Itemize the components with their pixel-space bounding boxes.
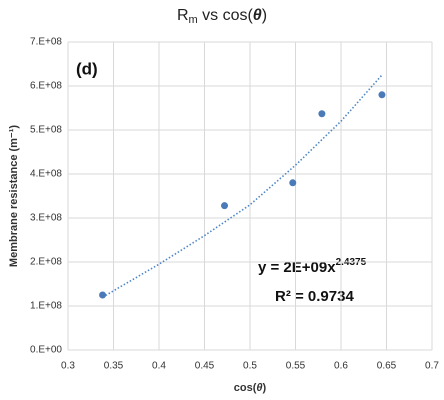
equation-part: y = 2E+09x [258,259,336,276]
data-point [221,202,229,210]
title-part: ) [262,7,267,24]
x-tick-label: 0.6 [334,361,348,372]
x-tick-label: 0.65 [377,361,397,372]
y-tick-label: 0.E+00 [30,345,62,356]
y-tick-label: 3.E+08 [30,213,62,224]
y-tick-label: 4.E+08 [30,169,62,180]
y-axis-label: Membrane resistance (m⁻¹) [8,125,20,267]
y-tick-label: 5.E+08 [30,125,62,136]
x-tick-label: 0.7 [425,361,439,372]
title-part: R [177,7,189,24]
trendline [102,74,383,298]
x-tick-label: 0.35 [104,361,124,372]
x-label-part: θ [256,382,262,394]
x-label-part: cos( [234,382,257,394]
r-squared: R² = 0.9734 [275,288,354,305]
y-tick-label: 2.E+08 [30,257,62,268]
y-tick-label: 7.E+08 [30,37,62,48]
title-part: vs cos( [198,7,254,24]
y-tick-label: 1.E+08 [30,301,62,312]
data-point [318,110,326,118]
data-point [289,179,297,187]
x-tick-label: 0.4 [152,361,166,372]
x-label-part: ) [263,382,267,394]
title-subscript: m [189,14,198,26]
x-axis-label: cos(θ) [234,382,267,394]
data-point [99,291,107,299]
x-tick-label: 0.55 [286,361,306,372]
data-point [378,91,386,99]
x-tick-label: 0.3 [61,361,75,372]
x-tick-label: 0.5 [243,361,257,372]
panel-label: (d) [76,59,98,78]
y-tick-label: 6.E+08 [30,81,62,92]
x-tick-label: 0.45 [195,361,215,372]
title-part: θ [253,7,262,24]
chart-title: Rm vs cos(θ) [177,7,267,26]
equation: y = 2E+09x2.4375 [258,257,367,276]
